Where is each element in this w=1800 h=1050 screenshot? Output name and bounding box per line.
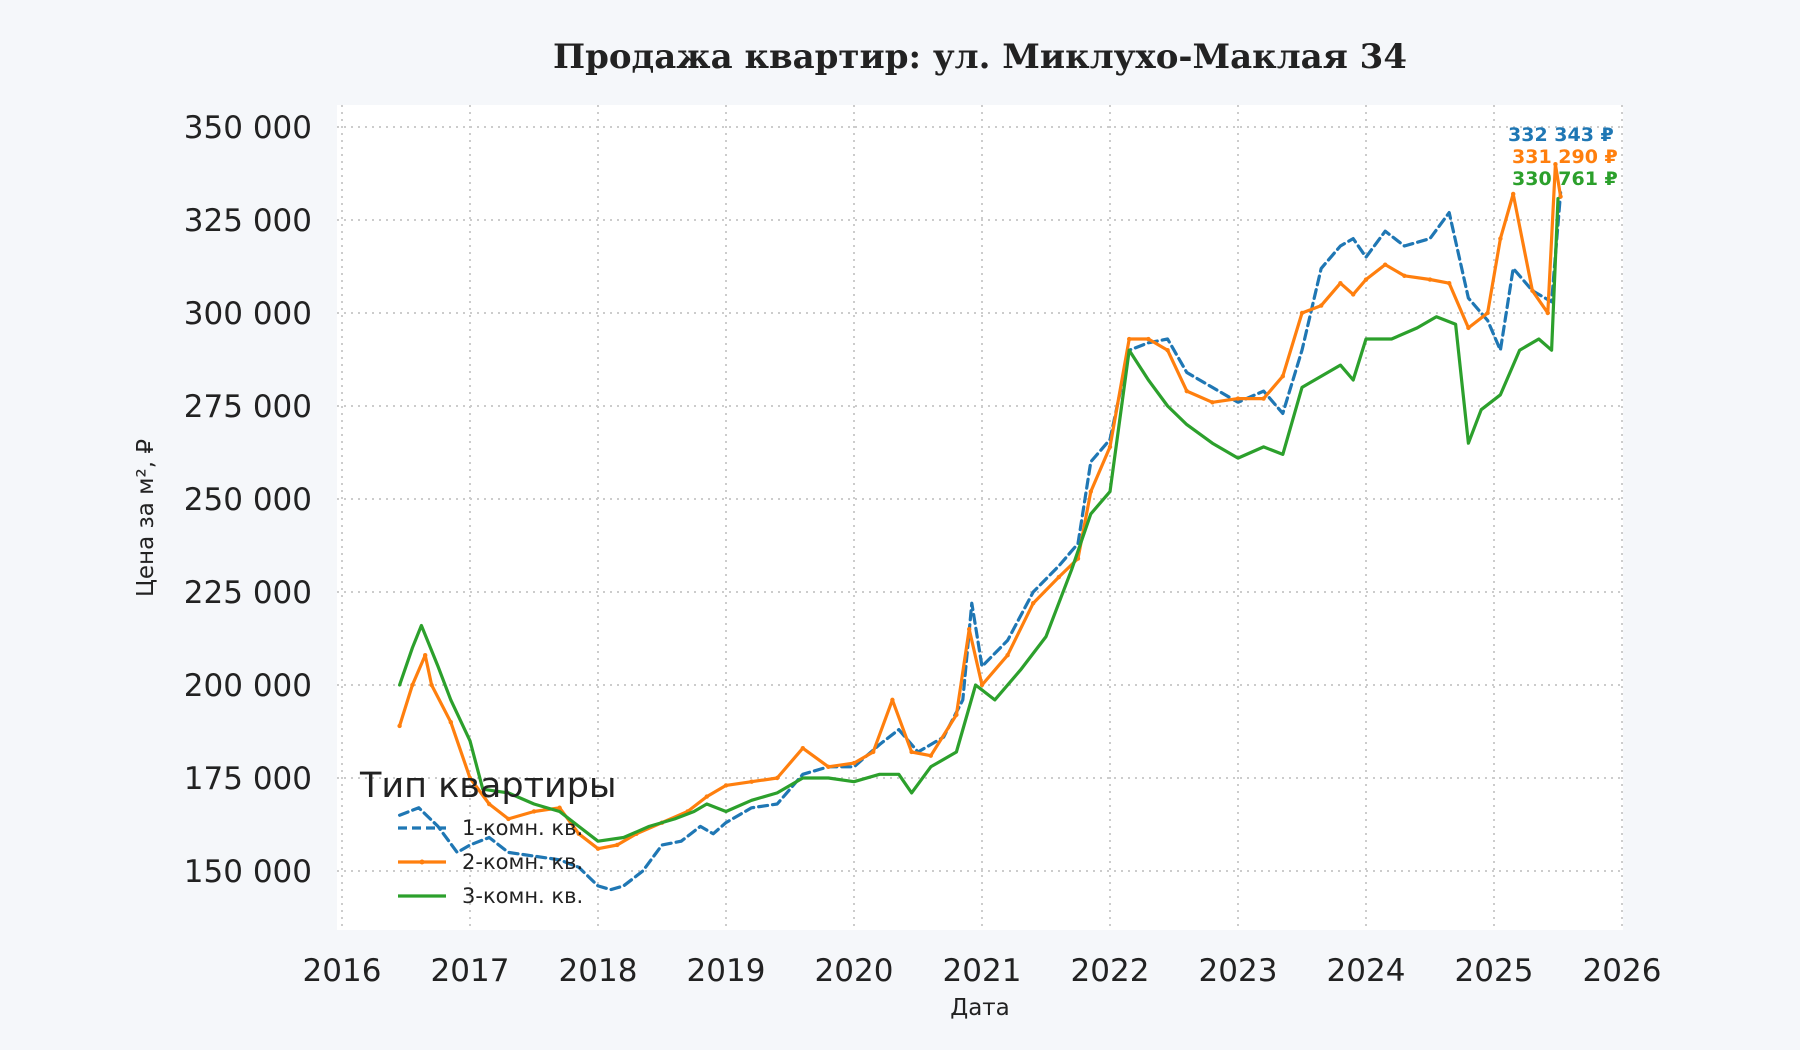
series-point: [826, 764, 831, 770]
legend-marker: [419, 859, 425, 865]
series-point: [1351, 292, 1356, 297]
grid-lines: [337, 105, 1623, 930]
series-point: [871, 749, 876, 755]
x-tick-label: 2026: [1583, 953, 1662, 989]
legend: Тип квартиры 1-комн. кв. 2-комн. кв. 3-ком…: [359, 766, 617, 908]
series-line-3: [398, 197, 1560, 843]
x-tick-label: 2019: [687, 953, 766, 989]
series-point: [723, 783, 729, 788]
series-point: [800, 746, 805, 751]
series-line-1: [398, 191, 1563, 892]
series-point: [1498, 236, 1503, 241]
series-point: [1319, 303, 1324, 308]
y-tick-label: 325 000: [184, 203, 312, 239]
x-tick-label: 2018: [559, 953, 638, 989]
series-point: [1088, 489, 1094, 494]
series-point: [506, 816, 511, 822]
series-lines: [397, 162, 1563, 892]
series-point: [967, 627, 972, 632]
x-tick-label: 2020: [815, 953, 894, 989]
series-point: [749, 779, 754, 784]
series-point: [410, 682, 415, 688]
series-point: [775, 775, 780, 781]
y-axis-label: Цена за м², ₽: [133, 439, 159, 597]
chart-title: Продажа квартир: ул. Миклухо-Маклая 34: [553, 37, 1407, 77]
series-point: [890, 697, 895, 703]
series-point: [487, 801, 492, 807]
series-point: [1261, 396, 1266, 401]
x-tick-label: 2021: [943, 953, 1022, 989]
series-point: [954, 712, 959, 717]
series-point: [576, 831, 581, 836]
x-tick-label: 2016: [303, 953, 382, 989]
series-point: [851, 760, 857, 766]
series-point: [1511, 191, 1516, 197]
tick-labels: 2016 2017 2018 2019 2020 2021 2022 2023 2024 2025…: [184, 110, 1662, 989]
series-point: [1447, 281, 1452, 286]
x-tick-label: 2022: [1071, 953, 1150, 989]
series-point: [531, 809, 537, 814]
series-point: [704, 794, 709, 799]
series-point: [1299, 310, 1305, 316]
x-axis-label: Дата: [950, 995, 1010, 1021]
series-point: [1363, 277, 1369, 282]
series-point: [1165, 348, 1170, 353]
series-point: [397, 723, 402, 729]
y-tick-label: 150 000: [184, 854, 312, 890]
series-point: [979, 682, 985, 688]
y-tick-label: 300 000: [184, 296, 312, 332]
y-tick-label: 250 000: [184, 482, 312, 518]
series-point: [1553, 162, 1558, 167]
end-value-label-3: 330 761 ₽: [1512, 168, 1618, 190]
end-value-label-2: 331 290 ₽: [1512, 146, 1618, 168]
end-value-label-1: 332 343 ₽: [1508, 124, 1614, 146]
series-point: [1427, 277, 1433, 282]
y-tick-label: 175 000: [184, 761, 312, 797]
y-tick-label: 200 000: [184, 668, 312, 704]
y-tick-label: 225 000: [184, 575, 312, 611]
series-point: [557, 805, 562, 810]
series-point: [1383, 262, 1388, 267]
series-point: [909, 749, 914, 755]
series-point: [1530, 288, 1535, 293]
series-point: [1545, 310, 1550, 316]
legend-label: 1-комн. кв.: [462, 816, 583, 840]
series-point: [1107, 444, 1113, 450]
x-tick-label: 2024: [1327, 953, 1406, 989]
series-point: [1558, 194, 1563, 199]
series-point: [448, 720, 453, 725]
legend-items: 1-комн. кв. 2-комн. кв. 3-комн. кв.: [398, 816, 583, 908]
series-point: [615, 842, 620, 848]
series-point: [1280, 374, 1286, 379]
series-point: [423, 653, 428, 658]
legend-label: 2-комн. кв.: [462, 850, 583, 874]
series-point: [1031, 600, 1036, 606]
series-point: [1402, 273, 1407, 278]
series-point: [1127, 336, 1132, 342]
series-point: [595, 846, 601, 851]
series-point: [928, 753, 933, 758]
x-tick-label: 2017: [431, 953, 510, 989]
series-point: [429, 682, 434, 688]
series-point: [1056, 574, 1062, 580]
x-tick-label: 2025: [1455, 953, 1534, 989]
series-point: [1338, 281, 1343, 286]
series-point: [1005, 653, 1010, 658]
x-tick-label: 2023: [1199, 953, 1278, 989]
y-tick-label: 350 000: [184, 110, 312, 146]
y-tick-label: 275 000: [184, 389, 312, 425]
series-point: [1210, 400, 1215, 405]
series-point: [1235, 396, 1241, 401]
series-point: [1485, 310, 1490, 316]
series-point: [467, 775, 473, 781]
plot-area: [337, 105, 1623, 930]
end-value-labels: 332 343 ₽331 290 ₽330 761 ₽: [1508, 124, 1618, 190]
series-point: [1466, 325, 1471, 331]
series-point: [1184, 388, 1190, 394]
legend-label: 3-комн. кв.: [462, 884, 583, 908]
legend-title: Тип квартиры: [359, 766, 617, 806]
series-point: [1146, 336, 1151, 342]
